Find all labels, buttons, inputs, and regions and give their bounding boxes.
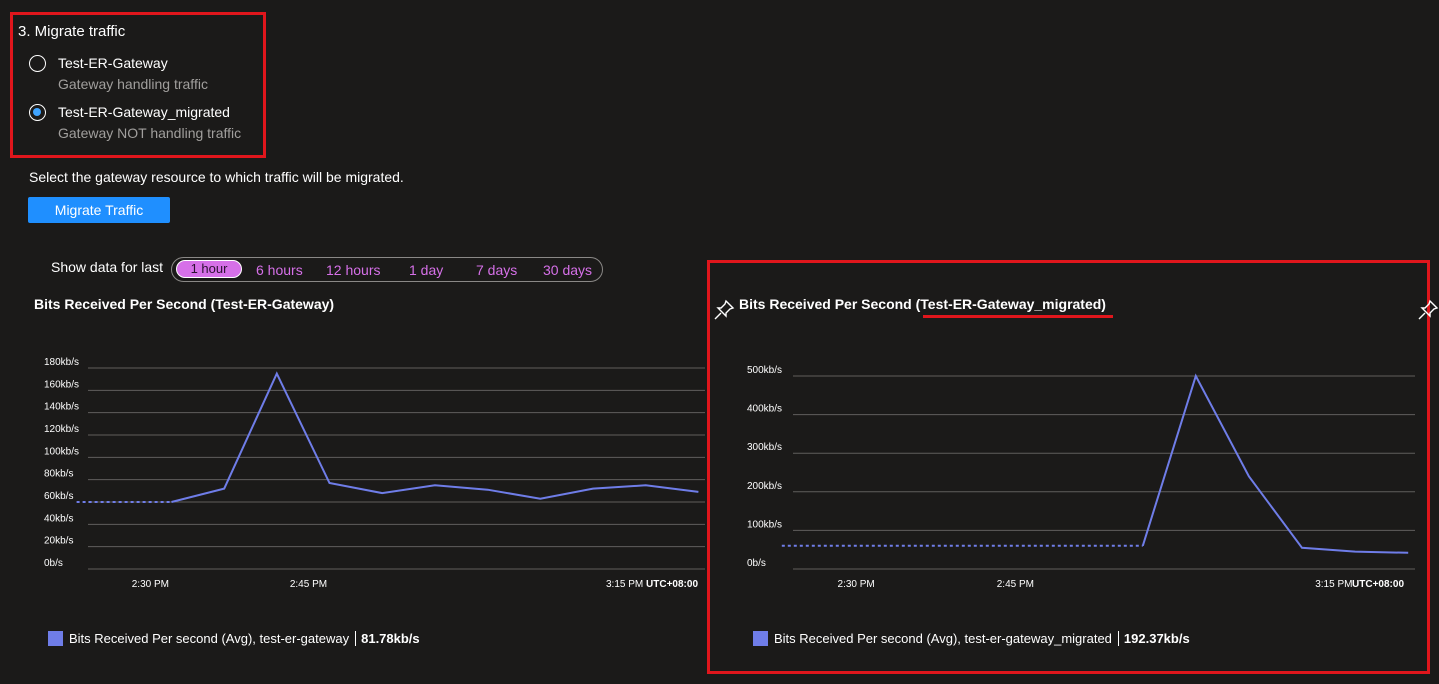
chart-title-test-er-gateway: Bits Received Per Second (Test-ER-Gatewa…	[34, 296, 335, 312]
legend-swatch	[753, 631, 768, 646]
x-tick-label: 2:30 PM	[838, 579, 875, 590]
legend-swatch	[48, 631, 63, 646]
y-tick-label: 60kb/s	[44, 491, 73, 502]
migrate-traffic-button[interactable]: Migrate Traffic	[28, 197, 170, 223]
y-tick-label: 100kb/s	[747, 519, 782, 530]
y-tick-label: 40kb/s	[44, 513, 73, 524]
time-option-12-hours[interactable]: 12 hours	[326, 262, 381, 278]
chart-title-test-er-gateway-migrated: Bits Received Per Second (Test-ER-Gatewa…	[739, 296, 1106, 312]
series-line	[171, 371, 699, 503]
y-tick-label: 160kb/s	[44, 379, 79, 390]
chart-test-er-gateway: 180kb/s 160kb/s 140kb/s 120kb/s 100kb/s 80kb/…	[44, 357, 705, 590]
legend-series-name: Bits Received Per second (Avg), test-er-…	[774, 631, 1112, 646]
x-tick-label: 3:15 PM	[1315, 579, 1352, 590]
y-tick-label: 0b/s	[747, 558, 766, 569]
legend-value: 81.78kb/s	[361, 631, 420, 646]
legend-separator	[1117, 631, 1119, 646]
y-tick-label: 180kb/s	[44, 357, 79, 368]
time-option-30-days[interactable]: 30 days	[543, 262, 593, 278]
title-underline	[923, 315, 1113, 318]
series-line	[1141, 373, 1409, 554]
chart-title-text: Bits Received Per Second (Test-ER-Gatewa…	[739, 296, 1106, 312]
y-tick-label: 80kb/s	[44, 469, 73, 480]
time-range-selector	[171, 257, 603, 282]
radio-button-checked[interactable]	[29, 104, 46, 121]
y-tick-label: 120kb/s	[44, 424, 79, 435]
pin-icon[interactable]	[713, 299, 735, 321]
x-tick-label: 3:15 PM	[606, 579, 643, 590]
legend-test-er-gateway[interactable]: Bits Received Per second (Avg), test-er-…	[48, 631, 420, 646]
time-range-label: Show data for last	[51, 259, 164, 275]
radio-label: Test-ER-Gateway_migrated	[58, 104, 230, 120]
legend-value: 192.37kb/s	[1123, 631, 1190, 646]
radio-option-test-er-gateway[interactable]: Test-ER-Gateway Gateway handling traffic	[29, 55, 208, 93]
helper-text: Select the gateway resource to which tra…	[29, 169, 404, 185]
chart-test-er-gateway-migrated: 500kb/s 400kb/s 300kb/s 200kb/s 100kb/s 0b/s 2…	[747, 365, 1415, 590]
y-tick-label: 100kb/s	[44, 446, 79, 457]
legend-series-name: Bits Received Per second (Avg), test-er-…	[69, 631, 350, 646]
migrated-chart-highlight	[707, 260, 1430, 674]
time-option-6-hours[interactable]: 6 hours	[256, 262, 303, 278]
migrate-section-highlight	[10, 12, 266, 158]
y-tick-label: 500kb/s	[747, 365, 782, 376]
legend-separator	[355, 631, 357, 646]
time-option-7-days[interactable]: 7 days	[476, 262, 518, 278]
time-option-1-hour[interactable]: 1 hour	[176, 260, 242, 278]
time-option-1-day[interactable]: 1 day	[409, 262, 444, 278]
y-tick-label: 200kb/s	[747, 481, 782, 492]
radio-option-test-er-gateway-migrated[interactable]: Test-ER-Gateway_migrated Gateway NOT han…	[29, 104, 241, 142]
radio-label: Test-ER-Gateway	[58, 55, 168, 71]
x-tick-label: 2:30 PM	[132, 579, 169, 590]
y-tick-label: 20kb/s	[44, 536, 73, 547]
y-tick-label: 140kb/s	[44, 402, 79, 413]
radio-description: Gateway NOT handling traffic	[58, 125, 242, 141]
x-tick-label: 2:45 PM	[290, 579, 327, 590]
y-tick-label: 400kb/s	[747, 404, 782, 415]
legend-test-er-gateway-migrated[interactable]: Bits Received Per second (Avg), test-er-…	[753, 631, 1190, 646]
x-tick-label: 2:45 PM	[997, 579, 1034, 590]
timezone-label: UTC+08:00	[1352, 579, 1404, 590]
section-title: 3. Migrate traffic	[18, 23, 126, 40]
y-tick-label: 300kb/s	[747, 442, 782, 453]
radio-button[interactable]	[29, 55, 46, 72]
timezone-label: UTC+08:00	[646, 579, 698, 590]
pin-icon-right[interactable]	[1417, 299, 1439, 321]
radio-description: Gateway handling traffic	[58, 76, 208, 92]
y-tick-label: 0b/s	[44, 558, 63, 569]
